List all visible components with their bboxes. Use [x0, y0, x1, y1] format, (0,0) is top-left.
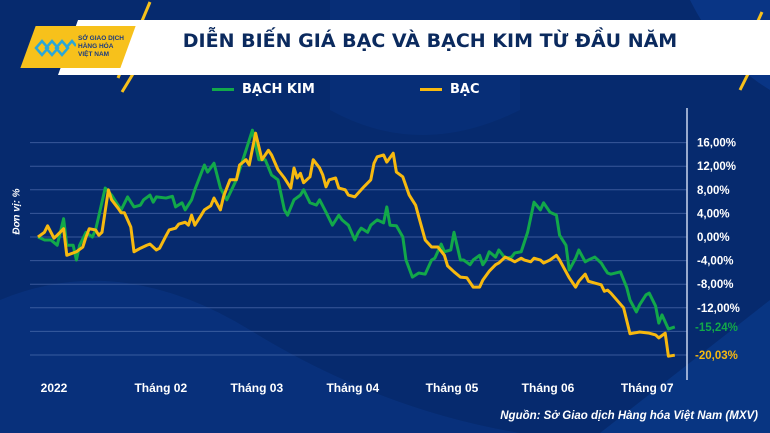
source-note: Nguồn: Sở Giao dịch Hàng hóa Việt Nam (M… [500, 410, 758, 422]
x-tick-label: Tháng 05 [426, 381, 479, 395]
y-tick-label: 12,00% [697, 161, 736, 173]
series-line-bac [37, 131, 676, 358]
logo-mark-icon [34, 39, 76, 57]
legend-swatch-green [212, 88, 234, 91]
y-tick-label: 4,00% [697, 208, 730, 220]
legend-item-bach-kim: BẠCH KIM [212, 82, 315, 97]
end-value-label: -15,24% [695, 322, 738, 334]
logo-line-2: HÀNG HÓA [78, 43, 114, 50]
y-tick-label: -4,00% [697, 256, 733, 268]
logo-line-3: VIỆT NAM [78, 51, 110, 58]
y-tick-label: 16,00% [697, 138, 736, 150]
y-tick-label: -12,00% [697, 303, 740, 315]
y-tick-label: 8,00% [697, 185, 730, 197]
legend-swatch-yellow [420, 88, 442, 91]
y-tick-label: 0,00% [697, 232, 730, 244]
legend-label: BẠCH KIM [242, 82, 315, 97]
logo-text: SỞ GIAO DỊCH HÀNG HÓA VIỆT NAM [78, 35, 124, 59]
logo-line-1: SỞ GIAO DỊCH [78, 35, 124, 42]
end-value-label: -20,03% [695, 350, 738, 362]
x-tick-label: 2022 [41, 381, 68, 395]
series-line-bach-kim [37, 128, 676, 331]
x-tick-label: Tháng 06 [522, 381, 575, 395]
x-tick-label: Tháng 07 [621, 381, 674, 395]
legend-item-bac: BẠC [420, 82, 480, 97]
x-tick-label: Tháng 02 [134, 381, 187, 395]
x-tick-label: Tháng 03 [230, 381, 283, 395]
y-tick-label: -8,00% [697, 279, 733, 291]
legend-label: BẠC [450, 82, 480, 97]
x-tick-label: Tháng 04 [326, 381, 379, 395]
page-title: DIỄN BIẾN GIÁ BẠC VÀ BẠCH KIM TỪ ĐẦU NĂM [182, 30, 678, 52]
